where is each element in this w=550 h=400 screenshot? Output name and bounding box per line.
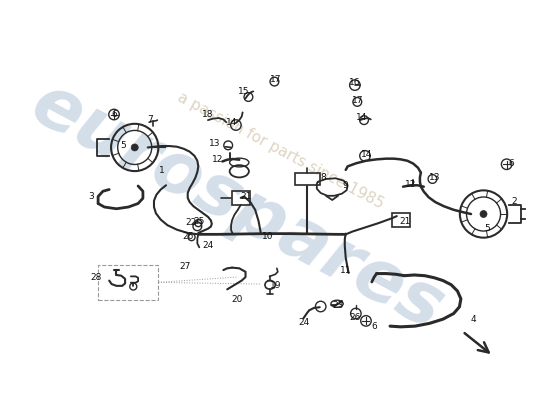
Text: 14: 14: [356, 113, 368, 122]
Text: 24: 24: [202, 241, 213, 250]
Text: 5: 5: [121, 141, 126, 150]
Text: eurospares: eurospares: [19, 69, 455, 345]
Text: 17: 17: [351, 96, 363, 105]
Text: 7: 7: [147, 115, 153, 124]
Bar: [392, 213, 410, 227]
Text: 21: 21: [241, 192, 252, 201]
Text: 6: 6: [371, 322, 377, 331]
Text: 14: 14: [361, 150, 372, 159]
Text: 26: 26: [182, 232, 194, 241]
Text: 27: 27: [179, 262, 190, 271]
Text: 12: 12: [405, 180, 416, 189]
Text: 2: 2: [511, 197, 516, 206]
Text: 19: 19: [270, 281, 281, 290]
Bar: [232, 191, 250, 205]
Text: 6: 6: [111, 110, 117, 119]
Text: 11: 11: [339, 266, 351, 274]
Circle shape: [480, 210, 487, 218]
Circle shape: [131, 144, 138, 151]
Text: 16: 16: [349, 78, 361, 87]
Text: 24: 24: [299, 318, 310, 327]
Text: 18: 18: [202, 110, 214, 119]
Text: 1: 1: [160, 166, 165, 175]
Text: 9: 9: [343, 182, 348, 190]
Text: 22: 22: [185, 218, 197, 227]
Text: 4: 4: [470, 315, 476, 324]
Text: 26: 26: [349, 313, 361, 322]
Text: 5: 5: [485, 224, 490, 232]
Text: 21: 21: [400, 216, 411, 226]
Text: 6: 6: [509, 159, 514, 168]
Text: 15: 15: [238, 87, 250, 96]
Text: 23: 23: [332, 301, 344, 310]
Text: a passion for parts since 1985: a passion for parts since 1985: [174, 90, 386, 212]
Text: 8: 8: [321, 173, 327, 182]
Text: 13: 13: [210, 140, 221, 148]
Text: 10: 10: [262, 232, 274, 241]
Text: 25: 25: [194, 216, 205, 226]
Text: 3: 3: [89, 192, 94, 201]
Text: 13: 13: [428, 173, 440, 182]
Text: 12: 12: [212, 155, 223, 164]
Bar: [295, 173, 320, 185]
Text: 28: 28: [91, 272, 102, 282]
Text: 20: 20: [231, 295, 243, 304]
Text: 14: 14: [227, 118, 238, 128]
Text: 17: 17: [270, 75, 281, 84]
